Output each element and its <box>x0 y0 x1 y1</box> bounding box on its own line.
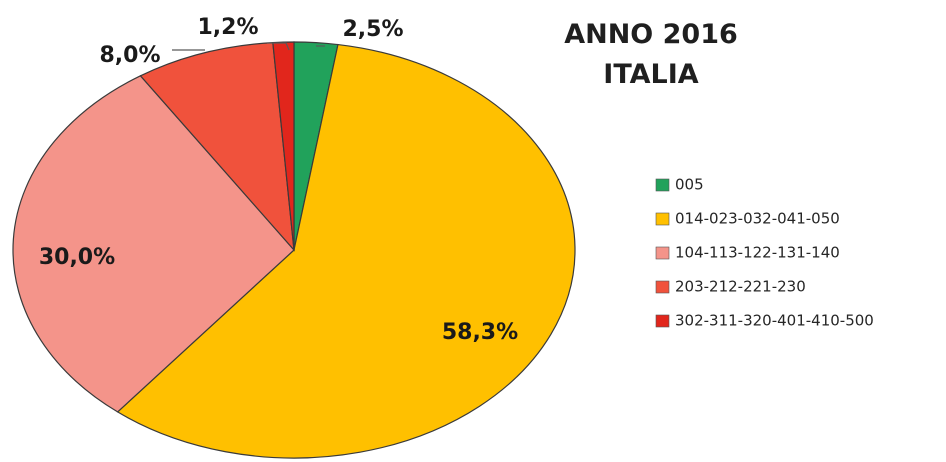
data-label-5: 1,2% <box>197 15 258 40</box>
pie-slice-3 <box>12 75 295 413</box>
legend-swatch-4 <box>655 280 670 294</box>
leader-lines <box>172 42 325 51</box>
legend-swatch-3 <box>655 246 670 260</box>
chart-title-line-1: ANNO 2016 <box>564 19 738 50</box>
legend-label-1: 005 <box>675 176 704 194</box>
data-label-2: 58,3% <box>442 320 518 345</box>
data-label-1: 2,5% <box>342 17 403 42</box>
legend-label-3: 104-113-122-131-140 <box>675 244 840 262</box>
leader-line-5 <box>267 42 290 51</box>
data-label-4: 8,0% <box>99 43 160 68</box>
data-labels: 2,5% 58,3% 30,0% 8,0% 1,2% <box>39 15 518 345</box>
data-label-3: 30,0% <box>39 245 115 270</box>
legend-swatch-2 <box>655 212 670 226</box>
legend: 005 014-023-032-041-050 104-113-122-131-14… <box>655 176 874 330</box>
pie-slices <box>12 41 576 459</box>
legend-label-2: 014-023-032-041-050 <box>675 210 840 228</box>
legend-label-4: 203-212-221-230 <box>675 278 806 296</box>
pie-slice-4 <box>139 41 295 252</box>
legend-swatch-1 <box>655 178 670 192</box>
chart-title-line-2: ITALIA <box>603 59 699 90</box>
legend-label-5: 302-311-320-401-410-500 <box>675 312 874 330</box>
pie-slice-2 <box>116 43 576 459</box>
legend-swatch-5 <box>655 314 670 328</box>
